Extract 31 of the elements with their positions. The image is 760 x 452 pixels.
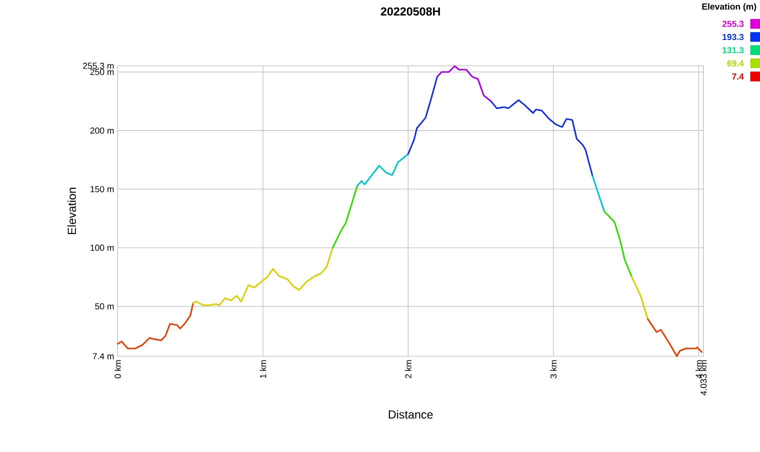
color-bar-label: 131.3: [722, 46, 744, 54]
x-tick-label: 2 km: [405, 360, 412, 378]
color-bar-title: Elevation (m): [702, 3, 756, 12]
color-bar-label: 193.3: [722, 34, 744, 40]
line-series: [407, 76, 438, 155]
x-tick-label: 4.033 km: [700, 360, 707, 396]
y-tick-label: 50 m: [95, 303, 114, 310]
y-tick-label: 200 m: [90, 127, 114, 134]
color-bar-label: 255.3: [722, 20, 744, 27]
line-series: [192, 246, 334, 306]
x-tick-label: 3 km: [550, 360, 557, 378]
y-tick-label: 7.4 m: [92, 353, 114, 360]
y-tick-label: 100 m: [90, 244, 114, 251]
color-bar-label: 7.4: [732, 73, 744, 80]
y-axis-title: Elevation: [67, 188, 76, 234]
chart-title: 20220508H: [380, 7, 440, 16]
y-tick-label: 250 m: [90, 68, 114, 75]
x-tick-label: 0 km: [114, 360, 121, 378]
line-series: [436, 65, 492, 102]
line-series: [356, 153, 409, 186]
line-series: [332, 184, 358, 248]
x-tick-label: 1 km: [260, 360, 266, 378]
line-series: [603, 210, 633, 278]
line-series: [116, 302, 194, 350]
x-tick-label: 4 km: [696, 360, 702, 378]
line-series: [647, 318, 702, 357]
color-bar-label: 69.4: [727, 60, 744, 66]
x-axis-title: Distance: [388, 410, 433, 418]
y-tick-label: 255.3 m: [83, 62, 114, 69]
line-series: [490, 99, 594, 177]
y-tick-label: 150 m: [90, 186, 114, 192]
